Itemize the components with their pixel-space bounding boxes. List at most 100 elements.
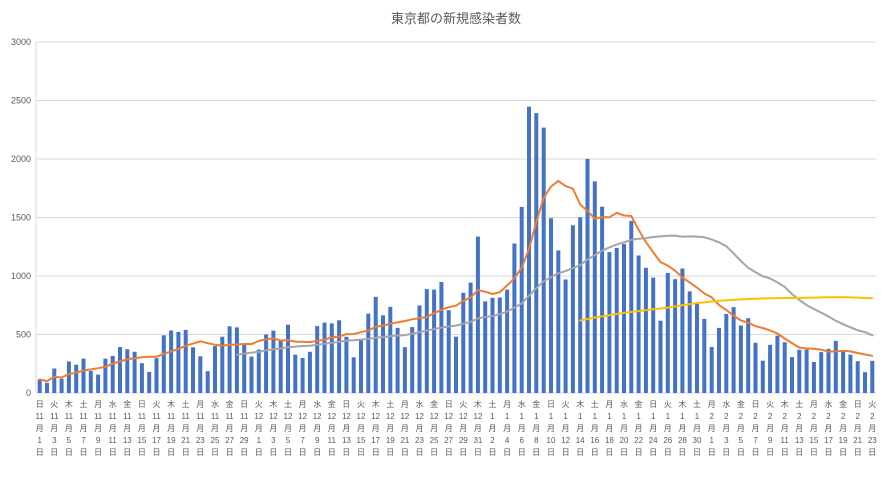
bar [286,324,290,393]
x-tick-label: 火 1 月 12 日 [561,400,570,457]
bar [607,252,612,393]
bar [88,370,93,393]
bar [132,351,137,393]
bar [293,354,298,393]
bar [811,361,816,393]
bar [505,289,510,393]
x-tick-label: 月 11 月 23 日 [196,400,205,457]
svg-text:1000: 1000 [11,271,31,281]
bar [709,347,714,393]
bar [227,326,232,393]
svg-text:1500: 1500 [11,213,31,223]
x-tick-label: 木 1 月 14 日 [576,399,585,457]
bar [680,268,685,393]
bar [475,236,480,393]
bar [804,349,809,393]
bar [300,358,305,393]
bar [782,342,787,393]
x-tick-label: 日 12 月 13 日 [342,400,351,457]
bar [103,358,108,393]
bar [483,301,488,393]
x-tick-label: 土 12 月 5 日 [284,399,293,457]
x-tick-label: 土 12 月 19 日 [386,399,395,457]
gray-line [235,234,874,356]
bar [841,351,846,393]
x-tick-label: 木 1 月 28 日 [678,399,687,457]
x-tick-label: 金 2 月 19 日 [839,399,848,457]
bar [753,342,758,393]
bar [454,336,458,393]
bar [695,303,699,393]
x-tick-label: 火 2 月 23 日 [868,400,877,457]
svg-text:2500: 2500 [11,96,31,106]
bar [59,378,64,393]
bar [687,291,692,393]
bar [81,358,86,393]
x-tick-label: 火 12 月 15 日 [357,400,366,457]
bar [344,336,349,393]
x-tick-label: 日 1 月 24 日 [649,400,658,457]
bar [161,335,166,393]
bar [658,320,663,393]
bar [446,310,451,393]
x-axis-labels: 日 11 月 1 日火 11 月 3 日木 11 月 5 日土 11 月 7 日月 11 月 9 日水 11 月 11 日金 11… [36,399,878,457]
bar [760,360,765,393]
bar [665,273,670,393]
x-tick-label: 木 11 月 5 日 [65,399,74,457]
x-tick-label: 日 11 月 29 日 [240,400,249,457]
bar [541,127,546,393]
x-tick-label: 水 1 月 20 日 [620,399,629,457]
bar [870,360,875,393]
x-tick-label: 土 2 月 13 日 [795,399,804,457]
x-tick-label: 月 2 月 15 日 [809,400,818,457]
bar [191,347,195,393]
svg-text:500: 500 [16,330,31,340]
bar [519,206,524,393]
bar [388,306,393,393]
bar [855,361,860,393]
bar [768,344,773,393]
x-tick-label: 木 12 月 31 日 [473,399,482,457]
x-tick-label: 水 2 月 17 日 [824,399,833,457]
yellow-line [579,296,874,322]
bar [592,181,597,393]
x-tick-label: 日 2 月 21 日 [853,400,862,457]
x-tick-label: 木 12 月 17 日 [371,399,380,457]
bar [45,382,49,393]
bar [66,361,71,393]
bar [600,206,605,393]
x-tick-label: 月 12 月 21 日 [400,400,409,457]
x-tick-label: 金 12 月 25 日 [430,399,439,457]
bar [848,354,853,393]
bar [797,349,802,393]
bar [636,255,641,393]
bar [74,364,79,393]
bar [731,307,736,393]
bar [819,352,824,393]
bar [417,305,422,393]
daily-bars [37,106,875,393]
bar [585,158,590,393]
x-tick-label: 火 11 月 3 日 [50,400,59,457]
bar [256,349,261,393]
bar [249,356,254,393]
x-tick-label: 金 12 月 11 日 [327,399,336,457]
bar [439,282,444,393]
bar [351,357,356,393]
bar [213,346,217,393]
x-tick-label: 日 12 月 27 日 [444,400,453,457]
bar [169,330,174,393]
bar [205,371,210,393]
x-tick-label: 火 11 月 17 日 [152,400,161,457]
bar [622,243,626,393]
x-tick-label: 木 12 月 3 日 [269,399,278,457]
bar [315,326,320,393]
x-tick-label: 土 11 月 7 日 [79,399,88,457]
bar [512,243,517,393]
x-tick-label: 水 12 月 23 日 [415,399,424,457]
